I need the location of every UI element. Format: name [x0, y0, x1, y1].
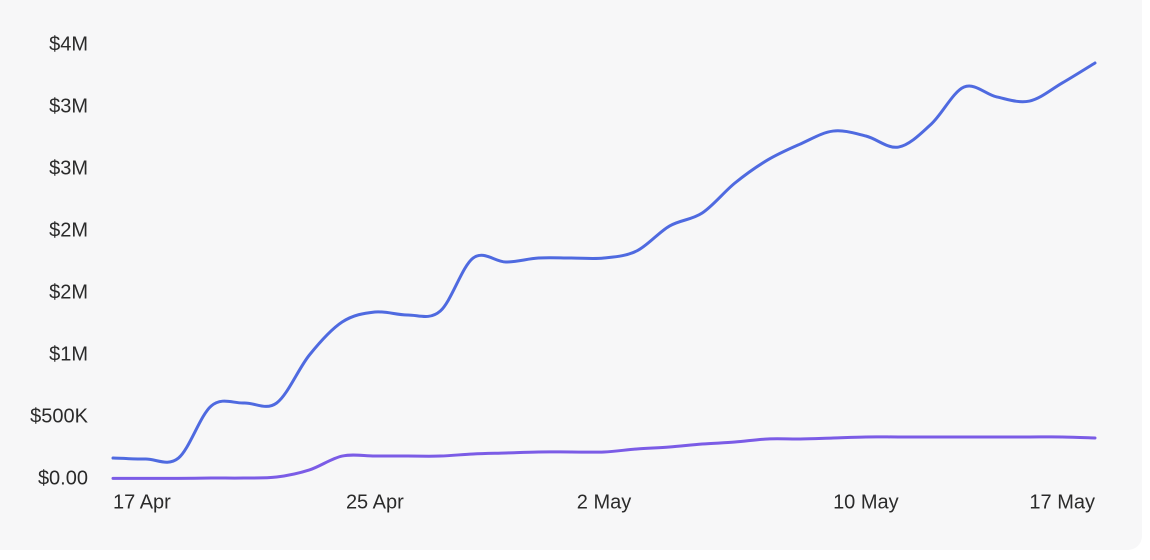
x-tick-label: 17 Apr: [113, 491, 171, 513]
y-tick-label: $500K: [30, 405, 88, 427]
y-tick-label: $2M: [49, 219, 88, 241]
x-tick-label: 25 Apr: [346, 491, 404, 513]
y-tick-label: $2M: [49, 281, 88, 303]
y-tick-label: $3M: [49, 157, 88, 179]
y-tick-label: $1M: [49, 343, 88, 365]
series-line: [111, 435, 1097, 480]
x-tick-label: 2 May: [577, 491, 631, 513]
series-line: [111, 61, 1097, 464]
y-tick-label: $3M: [49, 95, 88, 117]
y-tick-label: $0.00: [38, 467, 88, 489]
y-tick-label: $4M: [49, 33, 88, 55]
x-tick-label: 10 May: [833, 491, 899, 513]
chart-card: $0.00 $500K $1M $2M $2M $3M $3M $4M 17 Apr 25 Apr…: [30, 33, 1097, 514]
chart: $0.00 $500K $1M $2M $2M $3M $3M $4M 17 Apr 25 Apr…: [30, 33, 1097, 513]
x-tick-label: 17 May: [1029, 491, 1095, 513]
